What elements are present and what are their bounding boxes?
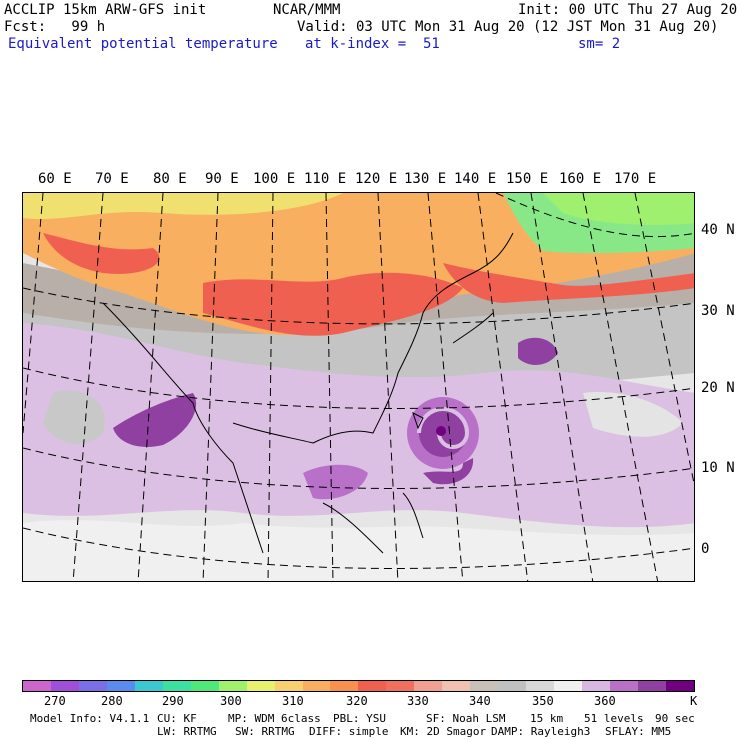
model-title: ACCLIP 15km ARW-GFS init — [4, 2, 207, 18]
colorbar-tick: 340 — [469, 694, 491, 708]
forecast-hour: Fcst: 99 h — [4, 19, 106, 35]
lat-label: 0 — [701, 541, 710, 557]
footer-sw: SW: RRTMG — [235, 725, 295, 738]
colorbar-swatch — [106, 681, 135, 691]
footer-pbl: PBL: YSU — [333, 712, 386, 725]
colorbar-swatch — [78, 681, 107, 691]
colorbar-swatch — [610, 681, 638, 691]
colorbar-swatch — [526, 681, 555, 691]
lon-label: 60 E — [38, 171, 72, 187]
colorbar-tick: 280 — [101, 694, 123, 708]
lon-label: 90 E — [205, 171, 239, 187]
footer-km: KM: 2D Smagor — [400, 725, 487, 738]
colorbar-tick: 350 — [532, 694, 554, 708]
colorbar-swatch — [498, 681, 527, 691]
lat-label: 20 N — [701, 380, 735, 396]
colorbar-swatch — [218, 681, 247, 691]
colorbar-swatch — [665, 681, 694, 691]
footer-model-info: Model Info: V4.1.1 — [30, 712, 150, 725]
lon-label: 170 E — [614, 171, 657, 187]
colorbar-swatch — [330, 681, 359, 691]
init-time: Init: 00 UTC Thu 27 Aug 20 — [518, 2, 738, 18]
footer-mp: MP: WDM 6class — [228, 712, 321, 725]
colorbar-tick: 320 — [346, 694, 368, 708]
lon-label: 100 E — [253, 171, 296, 187]
colorbar-swatch — [414, 681, 443, 691]
colorbar-tick: 270 — [44, 694, 66, 708]
colorbar-swatch — [50, 681, 79, 691]
colorbar-swatch — [190, 681, 219, 691]
footer-damp: DAMP: Rayleigh3 — [491, 725, 591, 738]
colorbar-swatch — [302, 681, 331, 691]
footer-diff: DIFF: simple — [309, 725, 389, 738]
colorbar-swatch — [442, 681, 471, 691]
footer-sf: SF: Noah LSM — [426, 712, 506, 725]
colorbar-swatch — [23, 681, 51, 691]
field-name: Equivalent potential temperature — [8, 36, 278, 52]
lat-label: 30 N — [701, 303, 735, 319]
colorbar-swatch — [386, 681, 415, 691]
colorbar-tick: 300 — [220, 694, 242, 708]
colorbar-tick: 290 — [162, 694, 184, 708]
footer-timestep: 90 sec — [655, 712, 695, 725]
institution: NCAR/MMM — [273, 2, 341, 18]
colorbar-swatch — [246, 681, 275, 691]
colorbar — [22, 680, 695, 692]
footer-cu: CU: KF — [157, 712, 197, 725]
lon-label: 70 E — [95, 171, 129, 187]
lon-label: 110 E — [304, 171, 347, 187]
smoothing-label: sm= 2 — [578, 36, 621, 52]
lon-label: 140 E — [454, 171, 497, 187]
colorbar-swatch — [470, 681, 499, 691]
lon-label: 150 E — [506, 171, 549, 187]
footer-resolution: 15 km — [530, 712, 564, 725]
colorbar-swatch — [134, 681, 163, 691]
lat-label: 10 N — [701, 460, 735, 476]
footer-levels: 51 levels — [584, 712, 644, 725]
lon-label: 130 E — [404, 171, 447, 187]
colorbar-swatch — [637, 681, 666, 691]
colorbar-swatch — [162, 681, 191, 691]
colorbar-swatch — [554, 681, 583, 691]
colorbar-swatch — [358, 681, 387, 691]
equivalent-potential-temperature-map — [23, 193, 694, 581]
footer-sflay: SFLAY: MM5 — [605, 725, 672, 738]
lon-label: 80 E — [153, 171, 187, 187]
map-panel — [22, 192, 695, 582]
level-label: at k-index = 51 — [305, 36, 440, 52]
colorbar-swatch — [582, 681, 611, 691]
lon-label: 160 E — [559, 171, 602, 187]
colorbar-tick: 360 — [594, 694, 616, 708]
lat-label: 40 N — [701, 222, 735, 238]
footer-lw: LW: RRTMG — [157, 725, 217, 738]
lon-label: 120 E — [355, 171, 398, 187]
colorbar-tick: 310 — [282, 694, 304, 708]
colorbar-tick: 330 — [407, 694, 429, 708]
colorbar-swatch — [274, 681, 303, 691]
colorbar-unit: K — [690, 694, 698, 708]
valid-time: Valid: 03 UTC Mon 31 Aug 20 (12 JST Mon … — [297, 19, 719, 35]
